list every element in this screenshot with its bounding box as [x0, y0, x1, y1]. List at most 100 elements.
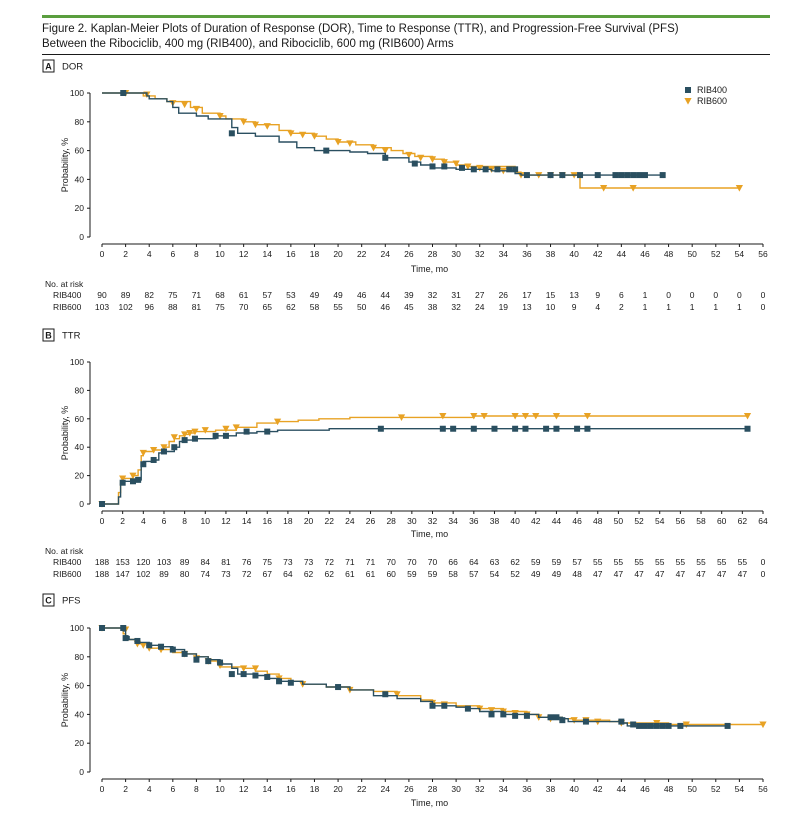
km-curve-rib400	[102, 627, 728, 727]
legend-marker-rib400	[685, 87, 691, 93]
at-risk-count: 47	[676, 569, 686, 579]
x-tick-label: 52	[711, 249, 721, 259]
x-tick-label: 54	[655, 516, 665, 526]
censor-mark-rib600	[428, 156, 437, 163]
x-tick-label: 10	[201, 516, 211, 526]
x-tick-label: 34	[499, 784, 509, 794]
at-risk-count: 188	[95, 569, 109, 579]
censor-mark-rib400	[522, 425, 529, 432]
y-tick-label: 60	[75, 146, 85, 156]
censor-mark-rib400	[577, 172, 584, 179]
x-tick-label: 18	[310, 784, 320, 794]
censor-mark-rib400	[228, 130, 235, 137]
censor-mark-rib600	[181, 101, 189, 109]
censor-mark-rib400	[429, 163, 436, 170]
censor-mark-rib400	[618, 172, 625, 179]
x-tick-label: 18	[283, 516, 293, 526]
panel-letter-box	[42, 593, 55, 607]
censor-mark-rib600	[440, 159, 448, 166]
censor-mark-rib600	[139, 642, 147, 649]
censor-mark-rib400	[181, 650, 188, 657]
censor-mark-rib400	[160, 448, 167, 455]
at-risk-count: 62	[510, 557, 520, 567]
censor-mark-rib400	[120, 625, 127, 631]
panel-letter: A	[45, 62, 52, 72]
censor-mark-rib600	[532, 412, 540, 420]
x-tick-label: 32	[475, 784, 485, 794]
x-tick-label: 62	[738, 516, 748, 526]
x-tick-label: 40	[510, 516, 520, 526]
censor-mark-rib600	[186, 430, 194, 437]
censor-mark-rib400	[205, 658, 212, 665]
at-risk-count: 47	[614, 569, 624, 579]
at-risk-count: 47	[655, 569, 665, 579]
x-tick-label: 28	[428, 249, 438, 259]
y-tick-label: 40	[75, 709, 85, 719]
at-risk-header: No. at risk	[45, 279, 84, 289]
censor-mark-rib400	[547, 714, 554, 721]
x-tick-label: 2	[123, 784, 128, 794]
y-tick-label: 80	[75, 385, 85, 395]
x-tick-label: 20	[333, 249, 343, 259]
censor-mark-rib400	[523, 172, 530, 179]
censor-mark-rib400	[129, 478, 136, 485]
at-risk-count: 89	[121, 290, 131, 300]
at-risk-count: 55	[696, 557, 706, 567]
x-tick-label: 42	[531, 516, 541, 526]
at-risk-count: 147	[116, 569, 130, 579]
at-risk-count: 24	[475, 302, 485, 312]
y-axis-label: Probability, %	[60, 406, 70, 460]
at-risk-count: 38	[428, 302, 438, 312]
at-risk-count: 64	[469, 557, 479, 567]
x-tick-label: 56	[758, 249, 768, 259]
censor-mark-rib400	[459, 164, 466, 171]
censor-mark-rib400	[636, 172, 643, 179]
legend-label: RIB400	[697, 85, 727, 95]
censor-mark-rib400	[323, 147, 330, 154]
at-risk-count: 50	[357, 302, 367, 312]
censor-mark-rib400	[659, 172, 666, 179]
x-tick-label: 50	[687, 784, 697, 794]
censor-mark-rib400	[140, 461, 147, 468]
censor-mark-rib400	[120, 90, 127, 96]
censor-mark-rib600	[759, 721, 767, 729]
x-tick-label: 56	[758, 784, 768, 794]
x-tick-label: 16	[263, 516, 273, 526]
x-tick-label: 44	[552, 516, 562, 526]
censor-mark-rib400	[744, 425, 751, 432]
series-rib600	[98, 625, 767, 729]
at-risk-count: 71	[345, 557, 355, 567]
at-risk-count: 55	[676, 557, 686, 567]
censor-mark-rib600	[470, 412, 478, 420]
x-tick-label: 4	[141, 516, 146, 526]
x-tick-label: 8	[194, 784, 199, 794]
x-tick-label: 40	[569, 249, 579, 259]
at-risk-count: 44	[381, 290, 391, 300]
censor-mark-rib600	[191, 428, 199, 436]
at-risk-row-label: RIB400	[53, 557, 82, 567]
x-tick-label: 16	[286, 249, 296, 259]
x-tick-label: 36	[522, 784, 532, 794]
censor-mark-rib400	[594, 172, 601, 179]
panel-title: PFS	[62, 596, 80, 607]
censor-mark-rib400	[559, 717, 566, 724]
x-axis-label: Time, mo	[411, 264, 448, 274]
censor-mark-rib400	[382, 691, 389, 698]
at-risk-count: 73	[283, 557, 293, 567]
at-risk-count: 47	[593, 569, 603, 579]
x-tick-label: 54	[735, 249, 745, 259]
at-risk-count: 71	[366, 557, 376, 567]
censor-mark-rib400	[135, 476, 142, 483]
at-risk-count: 55	[593, 557, 603, 567]
at-risk-count: 72	[242, 569, 252, 579]
censor-mark-rib400	[641, 722, 648, 729]
censor-mark-rib400	[612, 172, 619, 179]
x-tick-label: 46	[572, 516, 582, 526]
x-tick-label: 58	[696, 516, 706, 526]
panel-title: TTR	[62, 331, 81, 342]
censor-mark-rib600	[629, 185, 637, 192]
x-tick-label: 56	[676, 516, 686, 526]
at-risk-count: 71	[192, 290, 202, 300]
censor-mark-rib400	[488, 711, 495, 718]
